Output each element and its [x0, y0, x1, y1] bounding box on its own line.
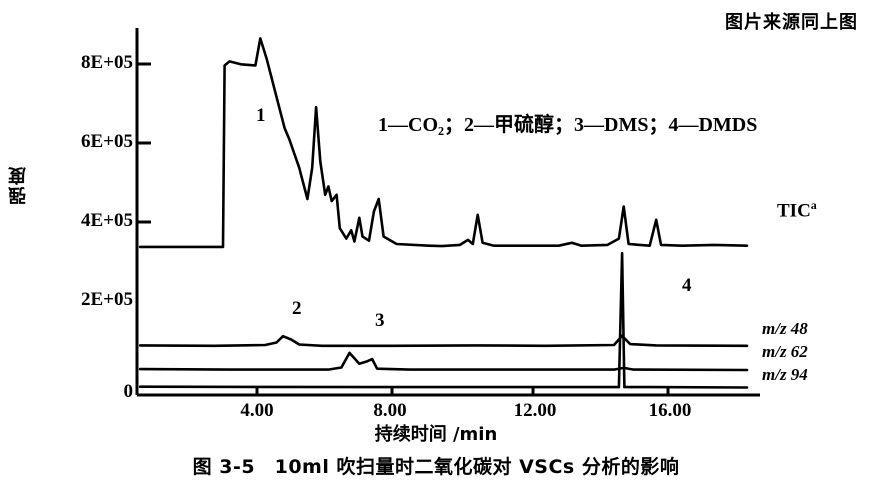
y-tick-label-2e5: 2E+05 [81, 289, 133, 310]
peak-label-1: 1 [256, 105, 266, 126]
tic-superscript: a [810, 198, 817, 212]
mz94-text: m/z 94 [762, 365, 808, 384]
source-note: 图片来源同上图 [725, 12, 858, 33]
peak-label-3: 3 [375, 310, 385, 331]
y-tick-label-0: 0 [123, 381, 134, 402]
trace-label-mz48: m/z 48 [762, 319, 808, 339]
peak-label-4: 4 [682, 275, 692, 296]
y-tick-label-4e5: 4E+05 [81, 210, 133, 231]
trace-label-mz62: m/z 62 [762, 342, 808, 362]
axes-lines [135, 28, 760, 397]
trace-paths [138, 37, 749, 389]
x-tick-label-16: 16.00 [648, 400, 692, 421]
figure-caption: 图 3-5 10ml 吹扫量时二氧化碳对 VSCs 分析的影响 [192, 456, 680, 478]
x-tick-label-4: 4.00 [240, 400, 274, 421]
peak-key-legend: 1—CO₂；2—甲硫醇；3—DMS；4—DMDS [378, 114, 758, 136]
trace-mz62 [138, 351, 749, 372]
y-tick-label-6e5: 6E+05 [81, 131, 133, 152]
trace-tic [138, 37, 749, 249]
trace-label-tic: TICa [777, 198, 817, 222]
trace-label-mz94: m/z 94 [762, 365, 808, 385]
mz62-text: m/z 62 [762, 342, 808, 361]
mz48-text: m/z 48 [762, 319, 808, 338]
trace-mz94 [138, 251, 749, 389]
x-tick-label-8: 8.00 [373, 400, 407, 421]
x-axis-title: 持续时间 /min [374, 424, 498, 445]
peak-label-2: 2 [292, 298, 302, 319]
y-tick-label-8e5: 8E+05 [81, 52, 133, 73]
tic-text: TIC [777, 200, 811, 222]
x-tick-label-12: 12.00 [513, 400, 557, 421]
trace-mz48 [138, 334, 749, 348]
